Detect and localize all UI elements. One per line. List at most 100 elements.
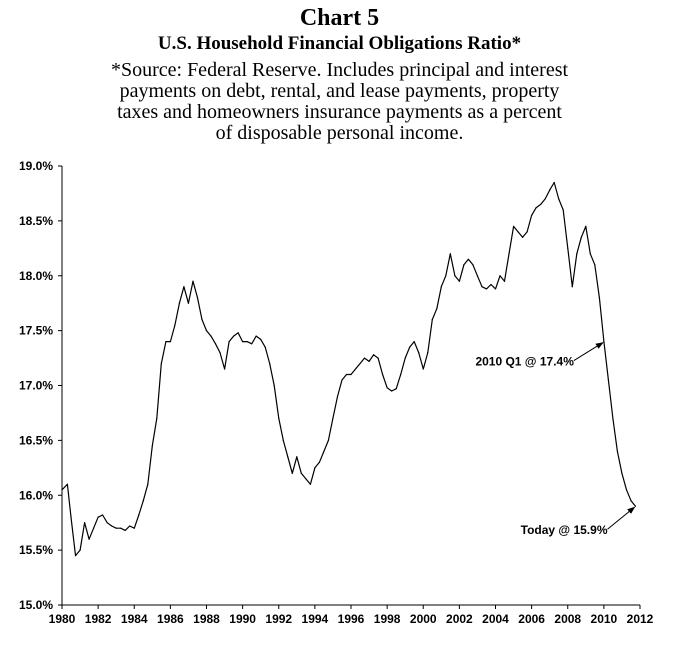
data-point <box>508 253 510 255</box>
x-tick-label: 2002 <box>446 612 473 626</box>
data-point <box>377 357 379 359</box>
data-point <box>187 302 190 304</box>
x-tick-label: 2000 <box>410 612 437 626</box>
data-point <box>368 360 370 362</box>
x-tick-label: 1992 <box>265 612 292 626</box>
data-point <box>454 275 456 277</box>
data-point <box>544 198 546 200</box>
data-point <box>309 483 311 485</box>
data-point <box>476 275 479 277</box>
y-tick-label: 18.0% <box>19 269 53 283</box>
x-tick-label: 2010 <box>591 612 618 626</box>
data-point <box>436 308 438 310</box>
annotation-arrow <box>607 506 636 530</box>
data-point <box>521 236 524 238</box>
data-point <box>481 286 483 288</box>
data-point <box>463 264 465 266</box>
data-point <box>269 362 271 365</box>
data-point <box>228 341 230 343</box>
data-point <box>314 467 316 469</box>
chart-source-note: *Source: Federal Reserve. Includes princ… <box>0 60 679 144</box>
data-point <box>214 343 217 345</box>
source-note-line-2: payments on debt, rental, and lease paym… <box>119 80 560 102</box>
data-point <box>517 231 519 233</box>
data-point <box>156 417 158 420</box>
data-point <box>147 483 149 485</box>
data-point <box>409 346 411 348</box>
y-tick-label: 19.0% <box>19 159 53 173</box>
data-point <box>66 483 69 485</box>
data-point <box>106 522 108 524</box>
y-tick-label: 18.5% <box>19 214 53 228</box>
source-note-line-3: taxes and homeowners insurance payments … <box>117 101 562 123</box>
data-point <box>264 346 266 348</box>
data-point <box>621 472 623 474</box>
data-point <box>115 527 117 529</box>
data-point <box>88 538 90 540</box>
data-point <box>449 253 451 255</box>
data-point <box>251 343 253 345</box>
data-point <box>296 456 298 458</box>
y-tick-label: 15.5% <box>19 543 53 557</box>
data-point <box>318 461 320 463</box>
data-point <box>418 351 420 354</box>
data-point <box>323 450 325 452</box>
data-point <box>237 332 239 334</box>
data-point <box>553 181 555 184</box>
data-point <box>120 527 122 529</box>
data-point <box>305 478 307 480</box>
data-point <box>382 373 384 376</box>
data-point <box>558 198 560 200</box>
source-note-line-4: of disposable personal income. <box>215 122 464 144</box>
data-point <box>571 286 573 288</box>
data-point <box>413 341 415 343</box>
x-tick-label: 1988 <box>193 612 220 626</box>
x-tick-label: 2004 <box>482 612 509 626</box>
y-tick-label: 17.0% <box>19 379 53 393</box>
data-point <box>133 527 135 529</box>
data-point <box>138 514 140 516</box>
data-point <box>386 387 388 389</box>
chart-title: Chart 5 <box>299 5 380 31</box>
data-point <box>526 231 528 233</box>
series-layer <box>61 181 637 557</box>
data-point <box>332 417 334 420</box>
series-line <box>61 181 636 557</box>
data-point <box>169 341 171 343</box>
data-point <box>183 286 185 288</box>
data-point <box>223 368 226 370</box>
data-point <box>291 472 293 474</box>
data-point <box>232 335 235 337</box>
data-point <box>111 525 113 527</box>
x-tick-label: 1986 <box>157 612 184 626</box>
data-point <box>210 335 212 337</box>
y-tick-label: 16.0% <box>19 488 53 502</box>
data-point <box>612 417 614 420</box>
data-point <box>336 395 339 398</box>
data-point <box>151 445 153 447</box>
data-point <box>70 516 72 518</box>
data-point <box>273 384 275 387</box>
data-point <box>603 341 605 343</box>
annotations: 2010 Q1 @ 17.4% Today @ 15.9% <box>475 342 636 537</box>
data-point <box>178 302 181 304</box>
data-point <box>359 362 361 365</box>
annotation-arrow <box>573 342 604 362</box>
data-point <box>485 288 488 290</box>
data-point <box>395 388 397 390</box>
data-point <box>287 456 289 458</box>
data-point <box>345 373 348 376</box>
annotation-label: 2010 Q1 @ 17.4% <box>475 355 574 369</box>
y-tick-label: 15.0% <box>19 598 53 612</box>
data-point <box>580 236 582 238</box>
data-point <box>472 264 474 266</box>
data-point <box>630 500 632 502</box>
data-point <box>300 472 302 474</box>
data-point <box>129 525 131 527</box>
data-point <box>242 341 244 343</box>
data-point <box>440 286 442 288</box>
data-point <box>372 354 375 356</box>
data-point <box>205 330 208 332</box>
data-point <box>278 417 280 420</box>
